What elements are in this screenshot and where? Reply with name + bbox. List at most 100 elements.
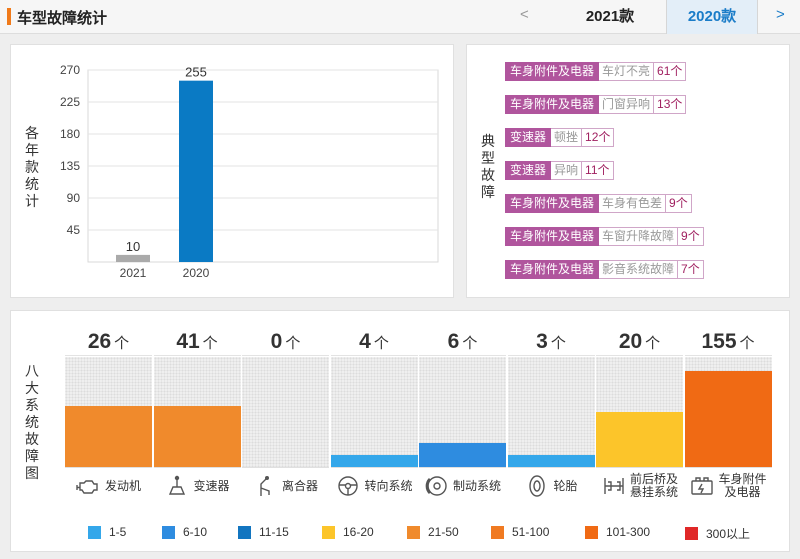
legend-item: 6-10 (162, 525, 207, 539)
legend-label: 300以上 (706, 527, 751, 541)
x-tick-label: 2020 (183, 266, 210, 280)
legend-label: 1-5 (109, 525, 127, 539)
next-arrow-icon[interactable]: > (776, 6, 785, 23)
fault-count: 13个 (654, 95, 687, 114)
systems-side-label: 八大系统故障图 (25, 363, 39, 481)
fault-count: 7个 (678, 260, 704, 279)
system-bar-track (507, 357, 595, 467)
bar-2021[interactable] (116, 254, 150, 262)
fault-name: 车窗升降故障 (599, 227, 679, 246)
title-accent (7, 8, 11, 25)
fault-item[interactable]: 车身附件及电器 车窗升降故障 9个 (505, 227, 704, 246)
legend-item: 51-100 (491, 525, 549, 539)
system-count: 41 个 (153, 325, 241, 356)
legend-item: 16-20 (322, 525, 374, 539)
system-count-unit: 个 (550, 335, 566, 352)
system-label-text: 转向系统 (364, 478, 413, 493)
fault-count: 61个 (654, 62, 687, 81)
system-column[interactable]: 3 个轮胎 (507, 325, 596, 504)
y-tick-label: 270 (60, 63, 80, 77)
tab-2021[interactable]: 2021款 (585, 8, 635, 25)
fault-name: 异响 (551, 161, 583, 180)
system-count-value: 3 (536, 330, 548, 353)
body-electric-icon (691, 477, 714, 495)
system-label: 转向系统 (330, 467, 418, 504)
system-count-value: 6 (447, 330, 460, 353)
gearbox-icon (169, 475, 186, 495)
system-label: 车身附件 及电器 (684, 467, 772, 504)
system-bar (684, 371, 772, 467)
legend-swatch (162, 525, 175, 539)
clutch-icon (260, 476, 270, 496)
system-label-text: 离合器 (281, 478, 318, 493)
system-label: 发动机 (65, 467, 152, 504)
fault-item[interactable]: 车身附件及电器 门窗异响 13个 (505, 95, 687, 114)
system-column[interactable]: 41 个变速器 (153, 325, 242, 504)
legend-swatch (685, 527, 698, 540)
fault-item[interactable]: 车身附件及电器 车灯不亮 61个 (505, 62, 687, 81)
system-column[interactable]: 4 个转向系统 (330, 325, 419, 504)
system-column[interactable]: 26 个发动机 (65, 325, 153, 504)
system-bar-track (330, 357, 418, 467)
system-label-text: 车身附件 及电器 (718, 472, 767, 499)
system-count-value: 20 (618, 330, 643, 353)
brake-icon (425, 476, 447, 496)
system-bar (330, 455, 418, 467)
steering-icon (338, 476, 359, 496)
tab-2020[interactable]: 2020款 (666, 0, 758, 34)
system-count: 20 个 (596, 325, 683, 356)
system-count-unit: 个 (373, 335, 389, 352)
fault-category: 车身附件及电器 (505, 95, 600, 114)
system-count-value: 155 (701, 330, 737, 353)
fault-item[interactable]: 车身附件及电器 影音系统故障 7个 (505, 260, 704, 279)
system-count: 155 个 (684, 325, 772, 356)
system-bar-track (242, 357, 329, 467)
fault-category: 车身附件及电器 (505, 62, 600, 81)
system-column[interactable]: 6 个制动系统 (419, 325, 507, 504)
fault-category: 变速器 (505, 128, 552, 147)
fault-name: 车灯不亮 (599, 62, 655, 81)
fault-item[interactable]: 变速器 顿挫 12个 (505, 128, 615, 147)
prev-arrow-icon[interactable]: < (520, 6, 529, 23)
system-bar (65, 406, 152, 467)
system-label: 制动系统 (419, 467, 506, 504)
system-label: 离合器 (242, 467, 329, 504)
legend-item: 101-300 (585, 525, 650, 539)
legend-label: 6-10 (183, 525, 208, 539)
fault-category: 车身附件及电器 (505, 227, 600, 246)
legend-swatch (322, 525, 335, 539)
year-chart-side-label: 各年款统计 (25, 125, 39, 209)
legend-item: 11-15 (238, 525, 289, 539)
fault-item[interactable]: 车身附件及电器 车身有色差 9个 (505, 194, 692, 213)
legend-label: 51-100 (512, 525, 550, 539)
system-label-text: 前后桥及 悬挂系统 (629, 472, 678, 499)
fault-name: 影音系统故障 (599, 260, 679, 279)
y-tick-label: 225 (60, 95, 80, 109)
system-count-unit: 个 (202, 335, 218, 352)
system-column[interactable]: 0 个离合器 (242, 325, 330, 504)
system-column[interactable]: 20 个前后桥及 悬挂系统 (596, 325, 684, 504)
fault-category: 车身附件及电器 (505, 194, 600, 213)
x-tick-label: 2021 (120, 266, 147, 280)
bar-2020[interactable] (179, 80, 213, 263)
system-count-value: 4 (359, 330, 371, 353)
faults-side-label: 典型故障 (481, 133, 495, 200)
system-column[interactable]: 155 个车身附件 及电器 (684, 325, 773, 504)
fault-item[interactable]: 变速器 异响 11个 (505, 161, 614, 180)
system-bar (153, 406, 241, 467)
legend-label: 16-20 (343, 525, 374, 539)
system-count-unit: 个 (462, 335, 478, 352)
header-bar: 车型故障统计 < 2021款 2020款 > (0, 0, 800, 34)
fault-name: 车身有色差 (599, 194, 667, 213)
legend-label: 21-50 (428, 525, 459, 539)
system-count-unit: 个 (645, 335, 661, 352)
year-bar-chart: 45 90 135 180 225 270 10 2021 255 2020 (60, 63, 439, 280)
system-count-value: 26 (87, 330, 112, 353)
suspension-icon (604, 478, 624, 494)
legend-swatch (491, 525, 504, 539)
system-count-unit: 个 (114, 335, 130, 352)
system-count: 26 个 (65, 325, 152, 356)
